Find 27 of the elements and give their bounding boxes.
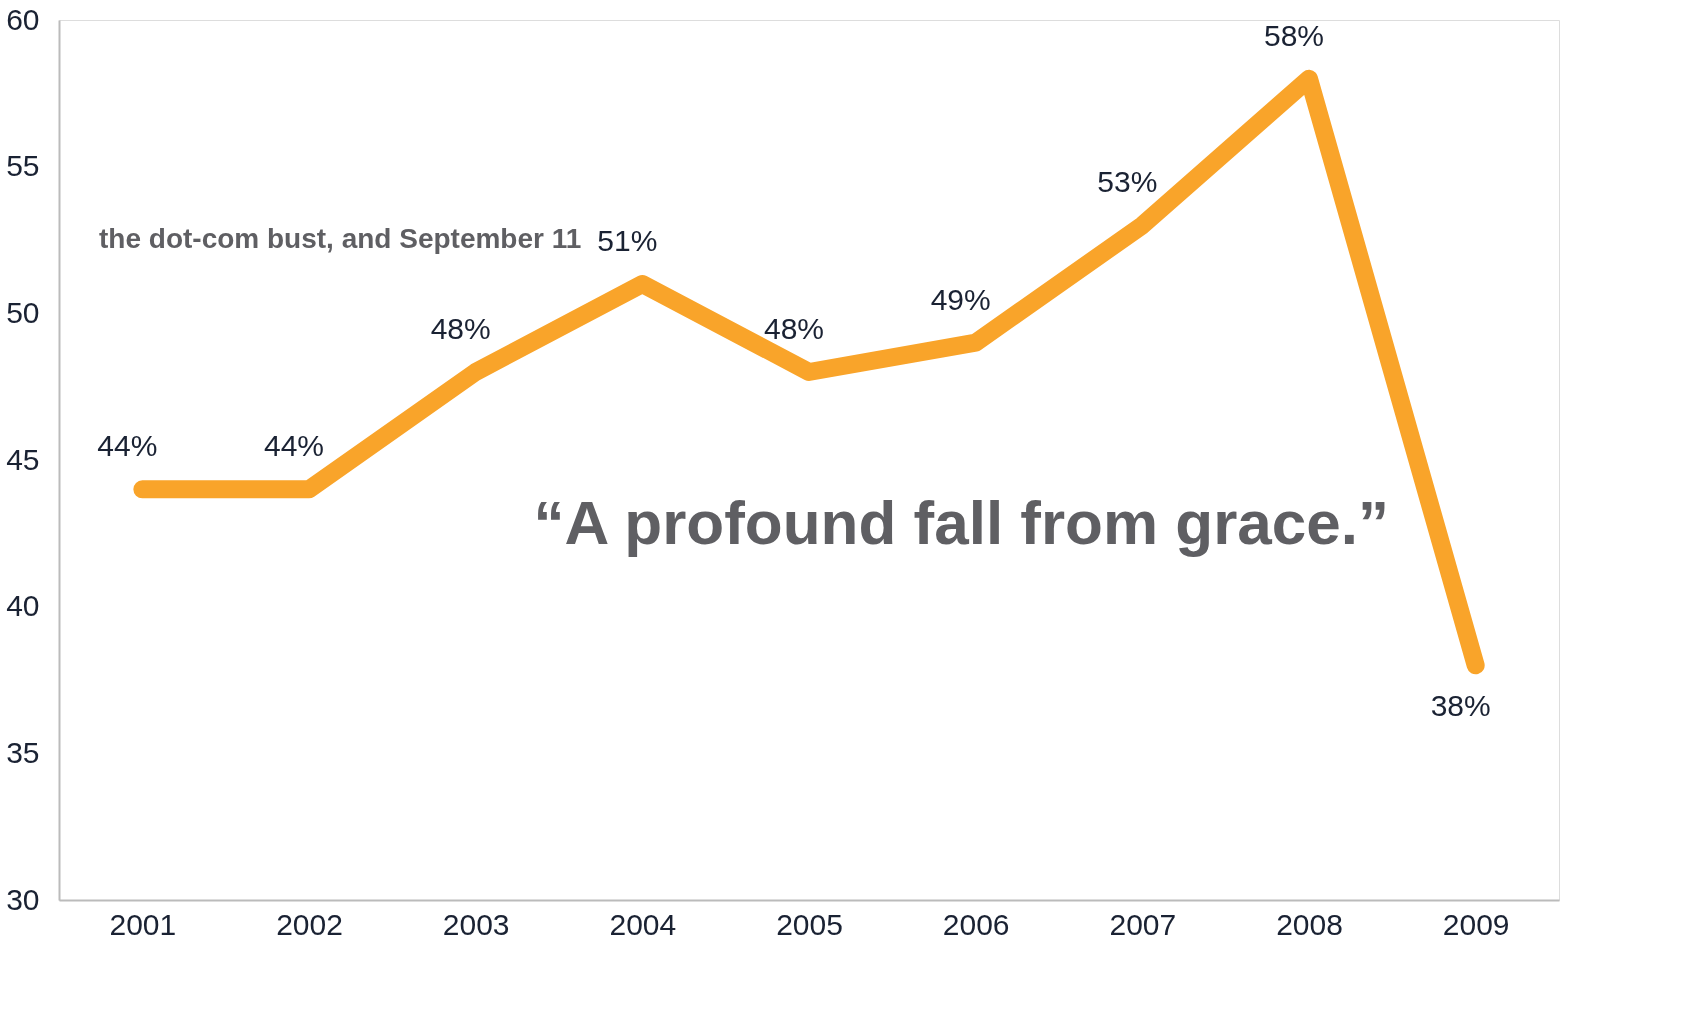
x-tick-label: 2003 [442,907,510,941]
data-label: 49% [930,282,991,316]
annotation: “A profound fall from grace.” [533,488,1389,557]
x-tick-label: 2005 [776,907,843,941]
y-tick-label: 30 [6,882,40,916]
y-tick-label: 40 [6,589,40,623]
y-tick-label: 35 [6,735,40,769]
data-label: 53% [1097,165,1158,199]
x-tick-label: 2001 [109,907,177,941]
x-tick-label: 2002 [276,907,343,941]
data-label: 44% [263,429,325,463]
x-tick-label: 2008 [1276,907,1343,941]
x-tick-label: 2006 [942,907,1010,941]
annotation: the dot-com bust, and September 11 [99,223,582,254]
data-label: 51% [597,224,658,257]
y-tick-label: 60 [6,2,40,36]
x-tick-label: 2007 [1109,907,1177,941]
y-tick-label: 55 [6,149,40,183]
data-label: 48% [763,312,825,345]
data-label: 44% [97,429,158,463]
data-label: 38% [1430,689,1491,723]
y-tick-label: 45 [6,442,40,476]
x-tick-label: 2004 [609,907,677,941]
y-tick-label: 50 [6,295,40,329]
data-label: 58% [1263,18,1325,52]
x-tick-label: 2009 [1442,907,1510,941]
data-label: 48% [430,312,491,345]
